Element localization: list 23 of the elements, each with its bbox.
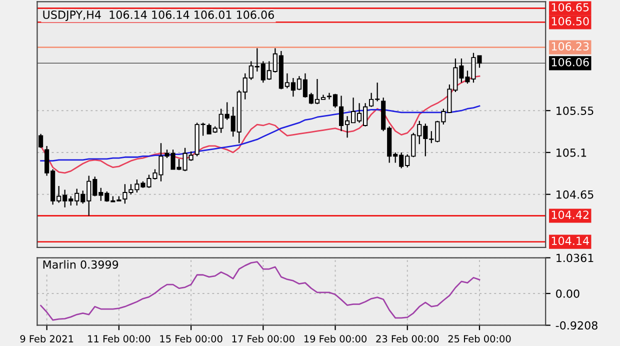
y-tick-label: -0.9208: [556, 321, 598, 330]
x-tick-label: 25 Feb 00:00: [448, 334, 511, 342]
x-tick-label: 9 Feb 2021: [20, 334, 74, 342]
x-tick-label: 23 Feb 00:00: [376, 334, 439, 342]
x-tick-label: 11 Feb 00:00: [88, 334, 150, 342]
x-tick-label: 19 Feb 00:00: [304, 334, 367, 342]
x-tick-label: 15 Feb 00:00: [160, 334, 222, 342]
ref-line-label: 106.65: [552, 3, 589, 12]
y-tick-label: 1.0361: [556, 254, 594, 262]
ref-line-label: 104.42: [552, 210, 588, 219]
line-series: [40, 261, 480, 321]
y-tick-label: 105.55: [556, 106, 594, 115]
ref-line-label: 106.23: [552, 42, 589, 51]
ref-line-label: 104.14: [552, 236, 589, 246]
y-tick-label: 105.1: [556, 148, 586, 157]
y-tick-label: 104.65: [556, 190, 594, 199]
y-tick-label: 0.00: [556, 289, 580, 298]
candlestick: [38, 133, 44, 148]
ref-line-label: 106.06: [552, 58, 589, 66]
x-tick-label: 17 Feb 00:00: [232, 334, 294, 342]
text: USDJPY,H4 106.14 106.14 106.01 106.06: [43, 10, 274, 21]
chart-title: Marlin 0.3999: [43, 260, 118, 269]
ref-line-label: 106.50: [552, 17, 589, 26]
